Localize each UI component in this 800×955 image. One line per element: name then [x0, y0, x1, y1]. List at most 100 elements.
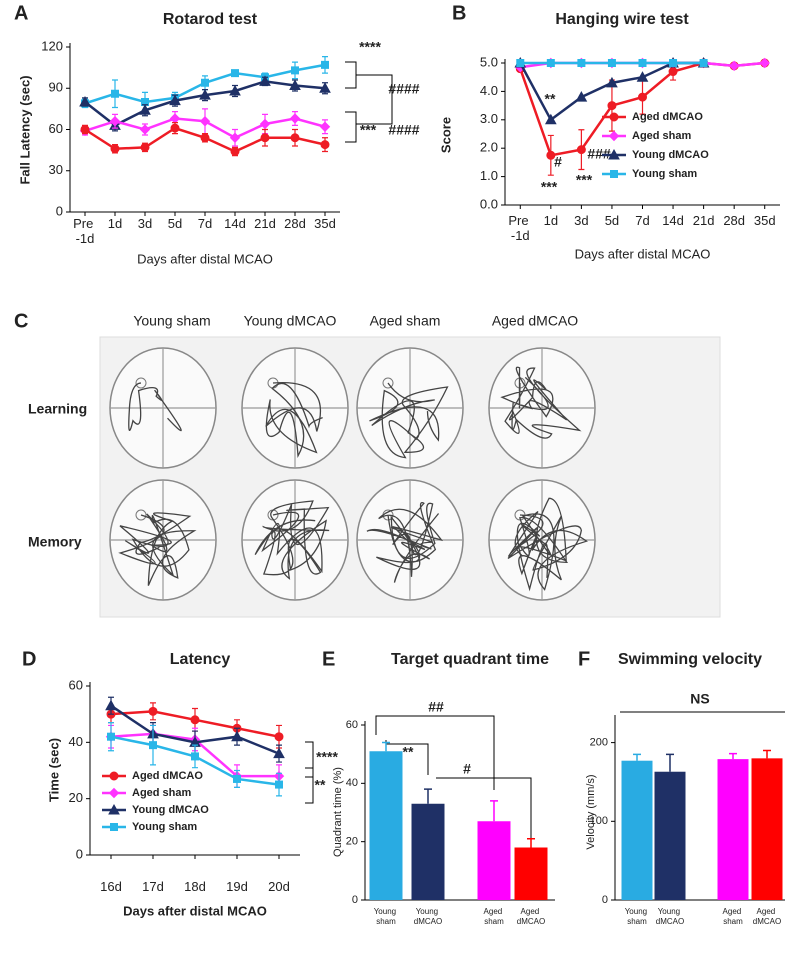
marker	[546, 150, 556, 160]
marker	[139, 124, 151, 135]
x-tick-label: 20d	[268, 879, 290, 894]
marker	[79, 95, 91, 107]
y-axis-title: Velocity (mm/s)	[585, 774, 597, 849]
marker	[319, 82, 331, 93]
annotation: #	[554, 154, 562, 170]
marker	[610, 170, 618, 178]
y-tick-label: 4.0	[480, 83, 498, 98]
maze-trajectory	[507, 497, 588, 592]
marker	[289, 79, 301, 90]
panel-label: A	[14, 2, 28, 24]
panel-label: F	[578, 648, 590, 670]
maze-cross	[489, 480, 595, 600]
marker	[575, 91, 588, 102]
marker	[229, 132, 241, 143]
x-axis-title: Days after distal MCAO	[575, 246, 711, 261]
error-bar	[729, 752, 737, 760]
bar	[654, 771, 686, 900]
x-tick-label: 1d	[108, 216, 122, 231]
row-label: Memory	[28, 534, 82, 550]
maze-platform	[135, 377, 147, 389]
marker	[199, 89, 211, 100]
marker	[669, 59, 678, 67]
y-tick-label: 2.0	[480, 140, 498, 155]
y-tick-label: 1.0	[480, 168, 498, 183]
marker	[149, 741, 157, 750]
bracket	[356, 74, 393, 125]
maze-trajectory	[265, 381, 323, 459]
error-bar	[666, 753, 674, 772]
bar	[369, 751, 403, 900]
legend-label: Aged dMCAO	[632, 111, 703, 123]
legend-label: Aged sham	[632, 130, 692, 142]
marker	[199, 116, 211, 127]
annotation: #	[463, 761, 471, 777]
chart-title: Latency	[170, 651, 231, 668]
bar	[477, 821, 511, 900]
chart-title: Target quadrant time	[391, 651, 549, 668]
y-axis-title: Score	[438, 117, 453, 153]
marker	[608, 130, 620, 142]
maze-platform	[382, 377, 394, 389]
marker	[148, 706, 158, 716]
annotation: ****	[316, 749, 338, 765]
x-tick-label: 14d	[224, 216, 246, 231]
x-tick-label: Young sham	[625, 907, 650, 926]
marker	[609, 112, 619, 122]
x-tick-label: 21d	[693, 213, 715, 228]
y-tick-label: 100	[590, 815, 608, 827]
marker	[107, 732, 115, 741]
x-tick-label: 14d	[662, 213, 684, 228]
y-axis-title: Fall Latency (sec)	[17, 75, 32, 184]
marker	[577, 59, 586, 67]
maze-trajectory	[500, 366, 582, 439]
column-label: Aged sham	[370, 313, 441, 329]
marker	[229, 84, 241, 96]
x-tick-label: Young sham	[374, 907, 399, 926]
annotation: ***	[360, 122, 377, 138]
x-tick-label: 7d	[198, 216, 212, 231]
column-label: Young dMCAO	[244, 313, 337, 329]
maze-trajectory	[366, 501, 444, 583]
annotation: ***	[576, 172, 593, 188]
y-tick-label: 20	[69, 790, 83, 805]
marker	[516, 59, 525, 67]
maze-cross	[357, 348, 463, 468]
annotation: ####	[388, 81, 419, 97]
y-tick-label: 60	[69, 677, 83, 692]
error-bar	[527, 838, 535, 848]
annotation: ##	[428, 699, 444, 715]
x-tick-label: Aged sham	[723, 907, 744, 926]
marker	[636, 71, 649, 82]
x-tick-label: 21d	[254, 216, 276, 231]
y-axis-title: Quadrant time (%)	[332, 767, 344, 857]
marker	[109, 116, 121, 127]
marker	[607, 59, 616, 67]
marker	[759, 57, 770, 69]
x-tick-label: Aged dMCAO	[517, 907, 545, 926]
y-tick-label: 0	[76, 846, 83, 861]
x-axis-title: Days after distal MCAO	[137, 251, 273, 266]
marker	[274, 732, 284, 742]
marker	[291, 66, 299, 75]
marker	[546, 59, 555, 67]
annotation: **	[403, 744, 414, 760]
marker	[319, 121, 331, 132]
x-tick-label: 19d	[226, 879, 248, 894]
panel-label: D	[22, 648, 36, 670]
marker	[140, 142, 150, 152]
marker	[231, 69, 239, 78]
x-tick-label: Young dMCAO	[414, 907, 442, 926]
bracket	[305, 767, 314, 804]
marker	[606, 76, 618, 88]
y-tick-label: 60	[346, 719, 358, 731]
y-tick-label: 5.0	[480, 54, 498, 69]
bracket	[305, 741, 314, 778]
bracket	[375, 715, 495, 790]
y-axis-title: Time (sec)	[46, 738, 61, 802]
y-tick-label: 0	[56, 203, 63, 218]
maze-trajectory	[254, 500, 330, 580]
maze-cross	[489, 348, 595, 468]
x-tick-label: 35d	[314, 216, 336, 231]
y-tick-label: 60	[49, 121, 63, 136]
